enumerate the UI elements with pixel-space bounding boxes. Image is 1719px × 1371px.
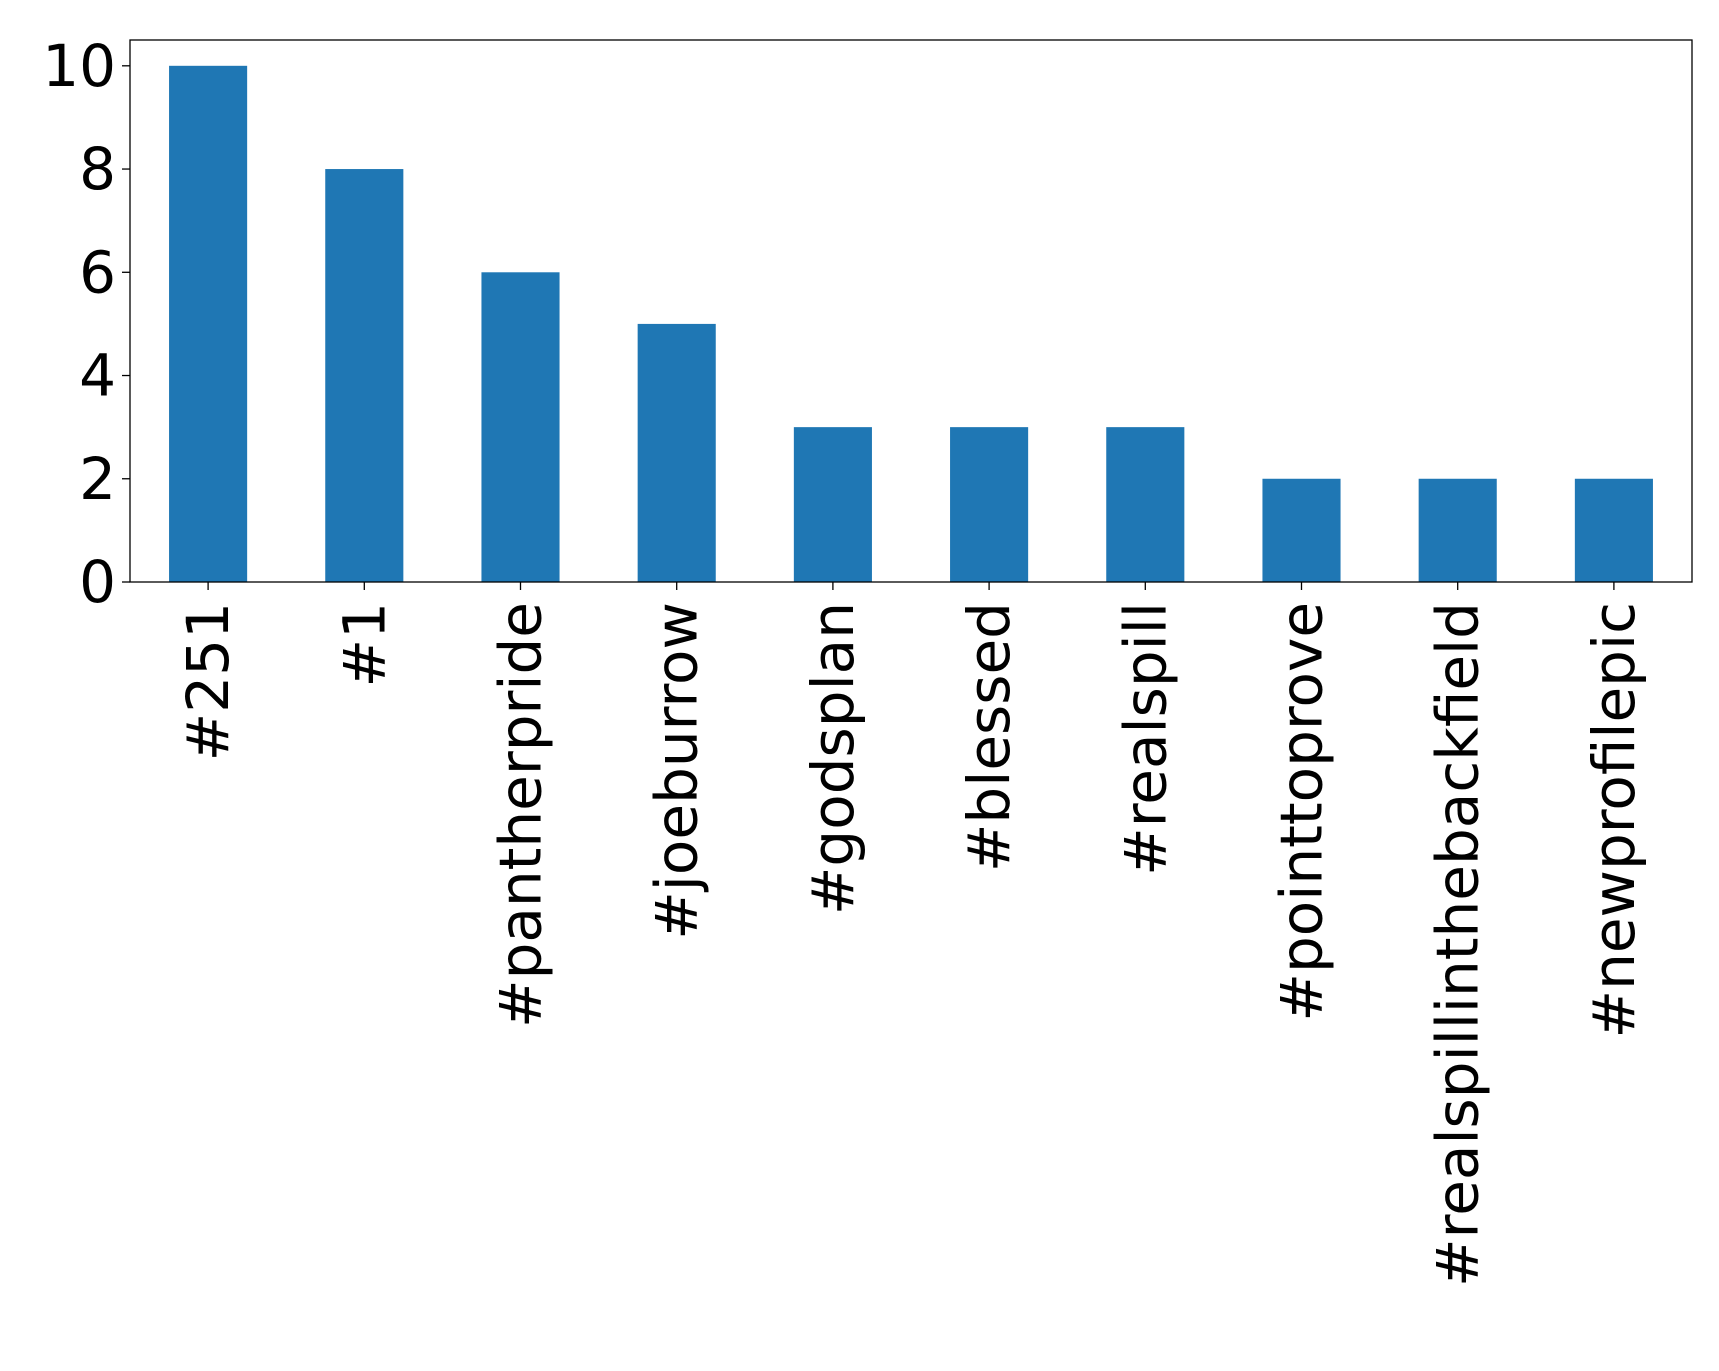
- x-axis: #251 #1 #pantherpride #joeburrow #godsplan #b…: [174, 582, 1648, 1287]
- y-tick-label: 10: [42, 32, 116, 100]
- x-tick-label: #pantherpride: [487, 602, 555, 1028]
- x-tick-label: #1: [330, 602, 398, 688]
- bar: [1262, 478, 1341, 582]
- bars-group: [169, 65, 1653, 583]
- bar: [1106, 427, 1185, 582]
- bar: [793, 427, 872, 582]
- bar: [325, 169, 404, 583]
- y-tick-label: 6: [79, 238, 116, 306]
- y-tick-label: 2: [79, 445, 116, 513]
- bar: [169, 65, 248, 583]
- x-tick-label: #blessed: [955, 602, 1023, 872]
- x-tick-label: #pointtoprove: [1268, 602, 1336, 1022]
- x-tick-label: #joeburrow: [643, 602, 711, 940]
- x-tick-label: #251: [174, 602, 242, 761]
- x-tick-label: #realspillinthebackfield: [1424, 602, 1492, 1287]
- bar: [481, 272, 560, 582]
- bar: [1418, 478, 1497, 582]
- bar: [1574, 478, 1653, 582]
- y-tick-label: 0: [79, 548, 116, 616]
- bar: [950, 427, 1029, 582]
- bar: [637, 323, 716, 582]
- plot-frame: [129, 39, 1693, 583]
- x-tick-label: #realspill: [1111, 602, 1179, 876]
- y-tick-label: 4: [79, 342, 116, 410]
- x-tick-label: #newprofilepic: [1580, 602, 1648, 1039]
- y-tick-label: 8: [79, 135, 116, 203]
- y-axis: 0 2 4 6 8 10: [42, 32, 130, 616]
- x-tick-label: #godsplan: [799, 602, 867, 915]
